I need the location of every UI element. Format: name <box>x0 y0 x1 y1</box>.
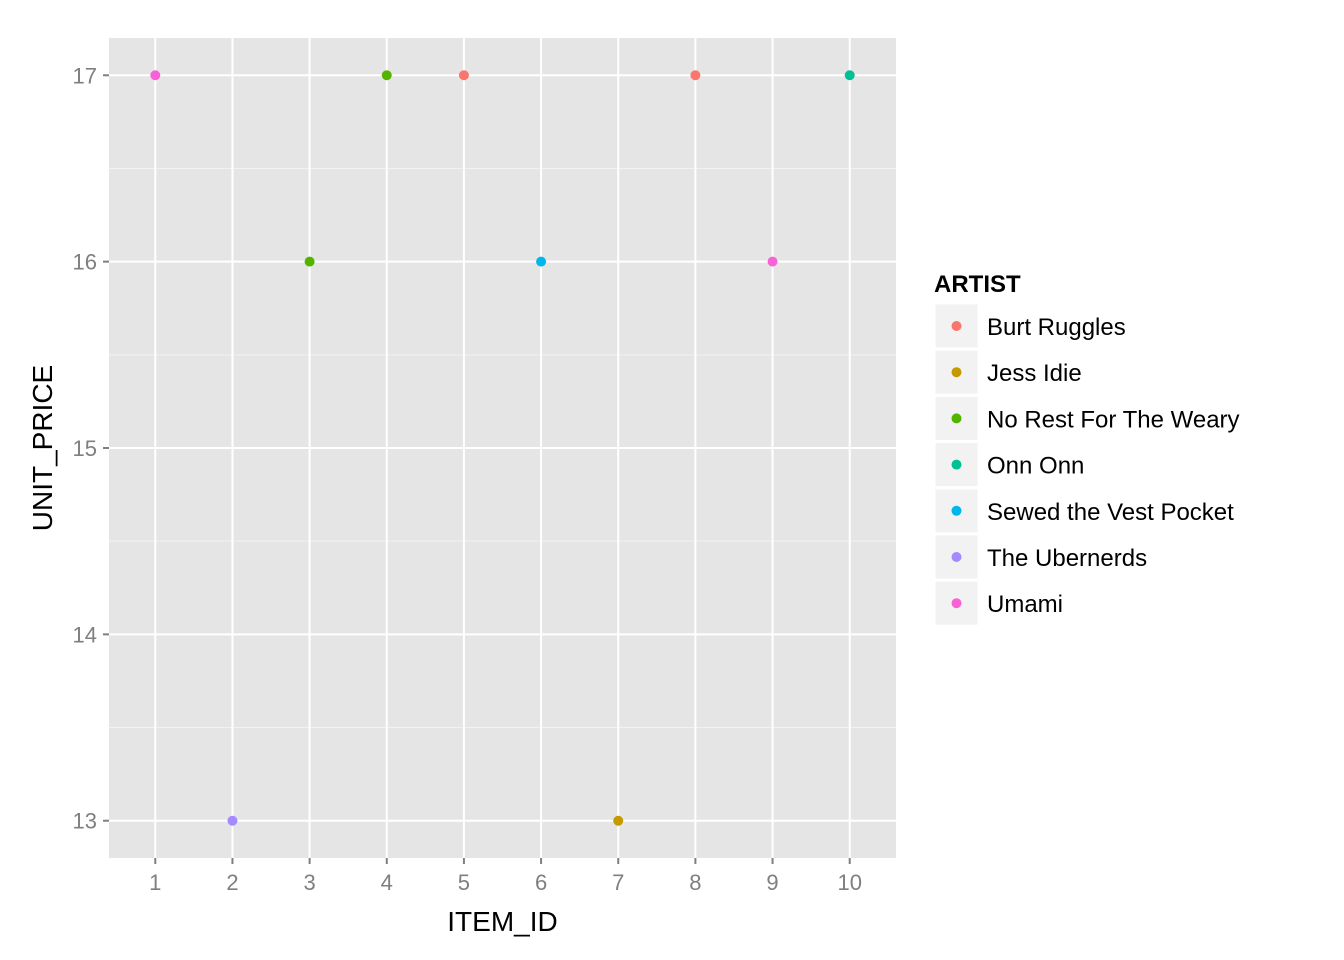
data-point <box>304 256 315 267</box>
x-axis: 1 2 3 4 5 6 7 8 9 10 <box>149 858 862 895</box>
legend-swatch <box>951 505 962 516</box>
data-point <box>536 256 547 267</box>
data-point <box>381 70 392 81</box>
data-point <box>150 70 161 81</box>
y-tick-label: 17 <box>73 63 97 88</box>
y-tick-label: 16 <box>73 250 97 275</box>
data-points <box>150 70 855 826</box>
x-tick-label: 1 <box>149 870 161 895</box>
x-tick-label: 2 <box>226 870 238 895</box>
legend-item: Umami <box>934 580 1063 626</box>
x-tick-label: 9 <box>766 870 778 895</box>
legend-swatch <box>951 598 962 609</box>
legend-item: Sewed the Vest Pocket <box>934 488 1234 534</box>
legend-label: The Ubernerds <box>987 545 1147 572</box>
x-axis-title: ITEM_ID <box>447 906 557 937</box>
x-tick-label: 8 <box>689 870 701 895</box>
x-tick-label: 10 <box>837 870 861 895</box>
x-tick-label: 7 <box>612 870 624 895</box>
y-tick-label: 13 <box>73 809 97 834</box>
minor-gridlines <box>109 167 896 729</box>
legend: ARTIST Burt Ruggles Jess Idie No Rest For … <box>934 271 1240 626</box>
legend-title: ARTIST <box>934 271 1021 298</box>
legend-item: Jess Idie <box>934 349 1082 395</box>
legend-swatch <box>951 367 962 378</box>
legend-items: Burt Ruggles Jess Idie No Rest For The Wea… <box>934 303 1240 626</box>
x-tick-label: 3 <box>303 870 315 895</box>
data-point <box>767 256 778 267</box>
data-point <box>690 70 701 81</box>
legend-item: No Rest For The Weary <box>934 395 1240 441</box>
y-tick-label: 15 <box>73 436 97 461</box>
legend-swatch <box>951 459 962 470</box>
legend-label: Onn Onn <box>987 453 1084 480</box>
data-point <box>458 70 469 81</box>
legend-label: Sewed the Vest Pocket <box>987 499 1234 526</box>
legend-item: Burt Ruggles <box>934 303 1126 349</box>
y-tick-label: 14 <box>73 622 97 647</box>
legend-label: No Rest For The Weary <box>987 406 1240 433</box>
legend-swatch <box>951 552 962 562</box>
y-axis: 13 14 15 16 17 <box>73 63 109 834</box>
legend-swatch <box>951 321 962 331</box>
y-axis-title: UNIT_PRICE <box>27 365 58 531</box>
legend-key <box>934 303 979 349</box>
x-tick-label: 4 <box>381 870 393 895</box>
legend-swatch <box>951 413 962 424</box>
major-gridlines <box>109 38 896 858</box>
legend-label: Burt Ruggles <box>987 314 1126 341</box>
legend-label: Umami <box>987 591 1063 618</box>
legend-item: Onn Onn <box>934 442 1084 488</box>
legend-label: Jess Idie <box>987 360 1082 387</box>
x-tick-label: 5 <box>458 870 470 895</box>
data-point <box>844 70 855 81</box>
data-point <box>613 815 624 826</box>
data-point <box>227 815 238 826</box>
x-tick-label: 6 <box>535 870 547 895</box>
legend-item: The Ubernerds <box>934 534 1147 580</box>
